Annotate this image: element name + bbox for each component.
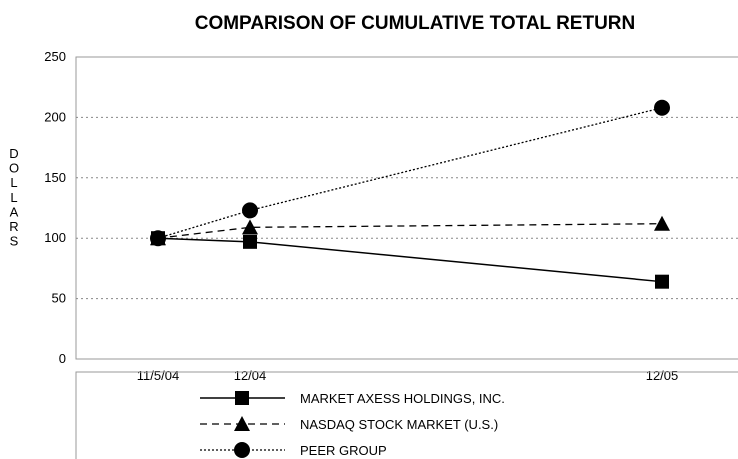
y-axis-label-letter: L [10,190,17,205]
y-tick-label: 50 [52,291,66,306]
data-point-square [243,234,257,249]
series-lines [150,99,670,289]
data-point-circle [654,99,670,116]
legend-label: MARKET AXESS HOLDINGS, INC. [300,391,505,406]
chart-title: COMPARISON OF CUMULATIVE TOTAL RETURN [195,13,636,34]
legend: MARKET AXESS HOLDINGS, INC. NASDAQ STOCK … [200,391,505,458]
legend-label: NASDAQ STOCK MARKET (U.S.) [300,417,498,432]
data-point-circle [150,230,166,247]
y-tick-labels: 0 50 100 150 200 250 [44,49,66,366]
series-line-square [157,237,663,283]
y-axis-label-letter: O [9,161,19,176]
data-point-circle [242,202,258,219]
x-tick-label: 12/04 [234,368,267,383]
y-tick-label: 200 [44,109,66,124]
legend-marker-square [235,391,249,405]
y-axis-label-letter: A [10,204,19,219]
x-tick-label: 11/5/04 [137,368,179,383]
legend-label: PEER GROUP [300,443,387,458]
data-point-triangle [242,219,258,235]
series-line-triangle [157,223,663,239]
y-tick-label: 100 [44,230,66,245]
x-tick-labels: 11/5/04 12/04 12/05 [137,368,678,383]
legend-box [75,371,738,459]
gridlines [76,116,738,300]
y-axis-label-letter: L [10,175,17,190]
y-axis-label-letter: S [10,234,19,249]
legend-marker-circle [234,442,250,458]
plot-frame [75,56,738,360]
y-tick-label: 150 [44,170,66,185]
x-tick-label: 12/05 [646,368,679,383]
data-point-square [655,274,669,289]
y-tick-label: 250 [44,49,66,64]
y-axis-label-letter: R [9,219,18,234]
series-line-circle [157,107,663,239]
y-tick-label: 0 [59,351,66,366]
legend-marker-triangle [234,416,250,431]
y-axis-label-letter: D [9,146,18,161]
data-point-triangle [654,215,670,231]
